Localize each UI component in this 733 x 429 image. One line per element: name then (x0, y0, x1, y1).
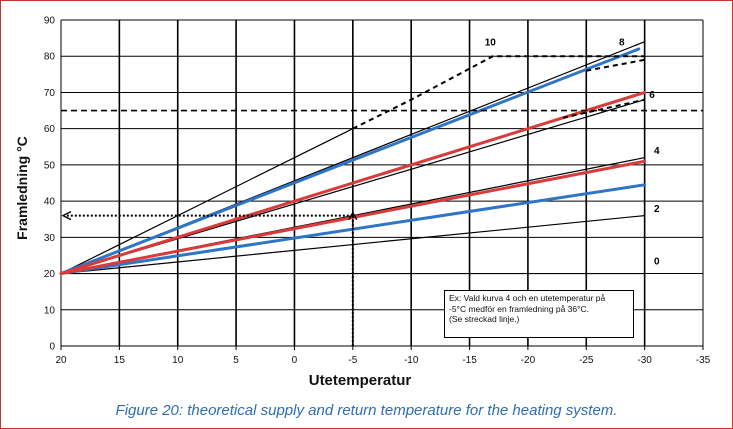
series-line (59, 47, 641, 276)
curve-number-label: 0 (654, 257, 660, 268)
x-axis-label: Utetemperatur (308, 372, 412, 389)
x-tick-label: 20 (55, 355, 67, 366)
x-tick-label: 15 (114, 355, 126, 366)
x-tick-label: -30 (637, 355, 652, 366)
x-tick-label: 10 (172, 355, 184, 366)
x-tick-label: -5 (348, 355, 357, 366)
x-tick-label: -10 (404, 355, 419, 366)
x-tick-label: -35 (696, 355, 711, 366)
y-tick-label: 10 (44, 305, 56, 316)
x-tick-label: -15 (462, 355, 477, 366)
dashed-capped-curve (586, 58, 645, 72)
curve-number-label: 4 (654, 146, 660, 157)
curve-number-label: 8 (619, 37, 625, 48)
y-tick-label: 70 (44, 88, 56, 99)
annotation-line-1: Ex: Vald kurva 4 och en utetemperatur på (449, 293, 606, 303)
chart-extras: 10 8 6 4 2 0 (61, 37, 703, 346)
y-tick-label: 0 (49, 342, 55, 353)
y-axis-label: Framledning °C (14, 136, 30, 240)
annotation-line-2: -5°C medför en framledning på 36°C. (449, 303, 590, 314)
y-tick-label: 50 (44, 160, 56, 171)
y-tick-label: 20 (44, 269, 56, 280)
example-up-arrow-head (348, 211, 358, 220)
annotation-line-3: (Se streckad linje.) (449, 314, 520, 324)
x-tick-label: -20 (521, 355, 536, 366)
y-tick-label: 60 (44, 124, 56, 135)
y-tick-label: 80 (44, 52, 56, 63)
y-tick-label: 90 (44, 16, 56, 27)
curve-number-label: 6 (649, 90, 655, 101)
figure-caption: Figure 20: theoretical supply and return… (115, 402, 618, 419)
x-tick-label: 0 (292, 355, 298, 366)
example-annotation-box: Ex: Vald kurva 4 och en utetemperatur på… (444, 290, 634, 338)
dashed-capped-curve (352, 55, 645, 130)
series-line (60, 128, 354, 275)
y-tick-label: 40 (44, 197, 56, 208)
y-tick-label: 30 (44, 233, 56, 244)
series-line (59, 90, 647, 276)
x-tick-label: -25 (579, 355, 594, 366)
curve-number-label: 2 (654, 204, 660, 215)
dashed-capped-curve (562, 98, 645, 119)
x-tick-label: 5 (233, 355, 239, 366)
curve-number-label: 10 (485, 37, 497, 48)
example-left-arrow-head (61, 210, 72, 221)
